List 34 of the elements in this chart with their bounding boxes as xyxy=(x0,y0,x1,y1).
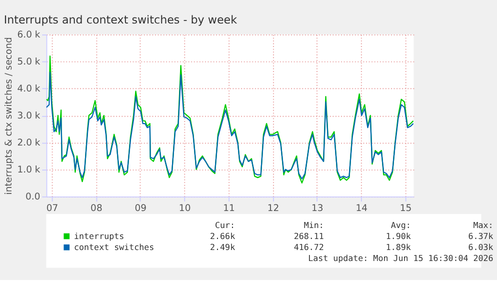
y-tick-label: 5.0 k xyxy=(17,56,41,68)
y-tick-label: 2.0 k xyxy=(17,138,41,149)
y-tick-label: 1.0 k xyxy=(17,164,41,176)
legend-label: context switches xyxy=(74,242,154,252)
x-tick-label: 08 xyxy=(90,202,102,214)
text: 1.89k xyxy=(386,242,411,252)
y-tick-label: 4.0 k xyxy=(17,84,41,95)
text: 2.49k xyxy=(210,242,236,252)
x-tick-label: 12 xyxy=(267,202,280,214)
x-tick-label: 13 xyxy=(312,202,324,214)
x-tick-label: 10 xyxy=(178,202,191,214)
text: 416.72 xyxy=(294,242,324,252)
text: Cur: xyxy=(215,220,236,230)
text: Avg: xyxy=(390,220,411,230)
text: 1.90k xyxy=(386,231,411,242)
x-tick-label: 15 xyxy=(400,202,412,214)
x-tick-label: 07 xyxy=(46,202,58,214)
line-series xyxy=(46,72,414,180)
y-tick-label: 0.0 xyxy=(26,192,40,203)
x-tick-label: 11 xyxy=(223,202,236,214)
text: 6.37k xyxy=(468,231,494,242)
text: 6.03k xyxy=(468,242,494,252)
text: 268.11 xyxy=(294,231,324,242)
y-tick-label: 6.0 k xyxy=(17,30,41,41)
y-axis-title: interrupts & ctx switches / second xyxy=(4,37,15,195)
legend-label: interrupts xyxy=(74,231,124,242)
x-tick-label: 09 xyxy=(134,202,147,214)
text: Max: xyxy=(473,220,494,230)
y-tick-label: 3.0 k xyxy=(17,110,41,122)
text: Last update: Mon Jun 15 16:30:04 2026 xyxy=(308,253,494,264)
text: 2.66k xyxy=(210,231,236,242)
chart-title: Interrupts and context switches - by week xyxy=(4,13,238,26)
text: Min: xyxy=(304,220,324,230)
x-tick-label: 14 xyxy=(356,202,368,214)
